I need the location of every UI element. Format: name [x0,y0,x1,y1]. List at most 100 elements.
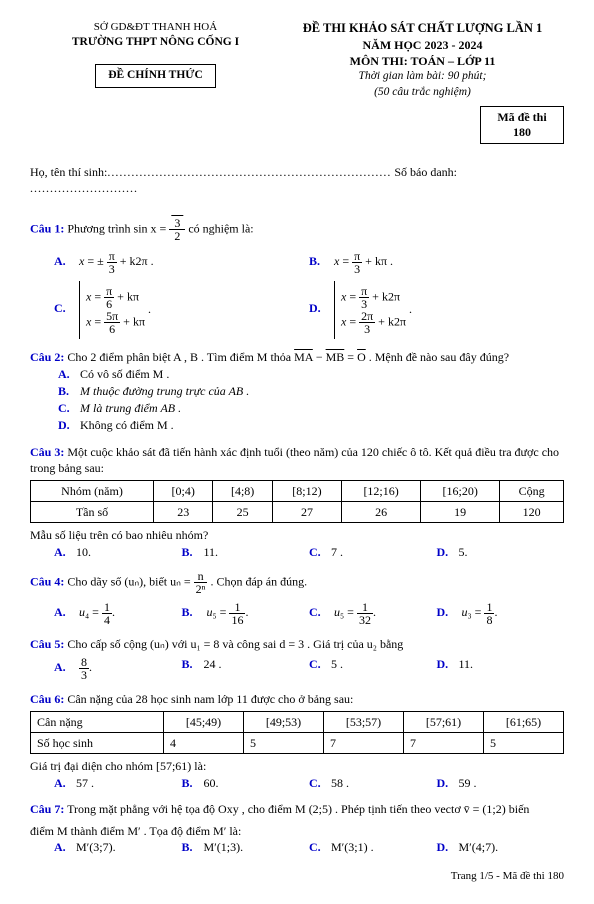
duration: Thời gian làm bài: 90 phút; [281,69,564,85]
q6-c3: [53;57) [324,712,404,733]
q4-text1: Cho dãy số (uₙ), biết uₙ = [67,574,193,588]
q5-text1: Cho cấp số cộng (uₙ) với u₁ = 8 và công … [67,637,403,651]
question-3: Câu 3: Một cuộc khảo sát đã tiến hành xá… [30,444,564,560]
q6-bt: 60. [204,776,219,790]
code-label: Mã đề thi [487,110,557,125]
q7-bt: M′(1;3). [204,840,244,854]
table-row: Nhóm (năm) [0;4) [4;8) [8;12) [12;16) [1… [31,480,564,501]
q5-a: A. [54,659,76,675]
q3-ct: 7 . [331,545,343,559]
q2-a: A. [58,366,80,382]
q6-c1: [45;49) [164,712,244,733]
q3-text1: Một cuộc khảo sát đã tiến hành xác định … [30,445,559,475]
q2-dt: Không có điểm M . [80,418,174,432]
q6-b: B. [182,775,204,791]
q4-text2: . Chọn đáp án đúng. [210,574,307,588]
q6-text1: Cân nặng của 28 học sinh nam lớp 11 được… [67,692,353,706]
q6-r2: Số học sinh [31,733,164,754]
q7-dt: M′(4;7). [459,840,499,854]
q3-v2: 25 [213,502,272,523]
q3-table: Nhóm (năm) [0;4) [4;8) [8;12) [12;16) [1… [30,480,564,523]
q7-b: B. [182,839,204,855]
header-left: SỞ GD&ĐT THANH HOÁ TRƯỜNG THPT NÔNG CỐNG… [30,20,281,144]
q3-r1: Nhóm (năm) [31,480,154,501]
q5-dt: 11. [459,657,474,671]
q2-vec: MA − MB = O [294,350,366,364]
q3-v4: 26 [342,502,421,523]
q3-at: 10. [76,545,91,559]
q7-at: M′(3;7). [76,840,116,854]
q2-c: C. [58,400,80,416]
q1-text: Phương trình sin x = [67,221,169,235]
q1-a: A. [54,253,76,269]
exam-title: ĐỀ THI KHẢO SÁT CHẤT LƯỢNG LẦN 1 [281,20,564,37]
q4-d: D. [437,604,459,620]
question-1: Câu 1: Phương trình sin x = 3 2 có nghiệ… [30,217,564,339]
q6-ct: 58 . [331,776,349,790]
q3-a: A. [54,544,76,560]
id-label: Số báo danh: [394,165,457,179]
question-2: Câu 2: Cho 2 điểm phân biệt A , B . Tìm … [30,349,564,434]
exam-subject: MÔN THI: TOÁN – LỚP 11 [281,53,564,69]
q4-a: A. [54,604,76,620]
q2-text1: Cho 2 điểm phân biệt A , B . Tìm điểm M … [67,350,294,364]
q4-a-expr: u₄ = 14. [79,605,115,619]
name-dots: ........................................… [107,165,391,179]
name-line: Họ, tên thí sinh:.......................… [30,164,564,196]
question-6: Câu 6: Cân nặng của 28 học sinh nam lớp … [30,691,564,791]
q3-v6: 120 [500,502,564,523]
q6-r1: Cân nặng [31,712,164,733]
q6-c: C. [309,775,331,791]
q5-d: D. [437,656,459,672]
q6-text2: Giá trị đại diện cho nhóm [57;61) là: [30,758,564,774]
q6-c2: [49;53) [244,712,324,733]
q6-a: A. [54,775,76,791]
header: SỞ GD&ĐT THANH HOÁ TRƯỜNG THPT NÔNG CỐNG… [30,20,564,144]
q1-text2: có nghiệm là: [188,221,253,235]
q1-b: B. [309,253,331,269]
q1-label: Câu 1: [30,221,64,235]
school-name: TRƯỜNG THPT NÔNG CỐNG I [30,35,281,51]
table-row: Cân nặng [45;49) [49;53) [53;57) [57;61)… [31,712,564,733]
q6-label: Câu 6: [30,692,64,706]
q6-v4: 7 [404,733,484,754]
q3-text2: Mẫu số liệu trên có bao nhiêu nhóm? [30,527,564,543]
q2-label: Câu 2: [30,350,64,364]
header-right: ĐỀ THI KHẢO SÁT CHẤT LƯỢNG LẦN 1 NĂM HỌC… [281,20,564,144]
q2-d: D. [58,417,80,433]
q1-d: D. [309,300,331,316]
q3-bt: 11. [204,545,219,559]
q1-d-expr: x = π3 + k2π x = 2π3 + k2π [334,281,406,339]
q6-v1: 4 [164,733,244,754]
q6-v2: 5 [244,733,324,754]
footer: Trang 1/5 - Mã đề thi 180 [30,869,564,884]
q4-b-expr: u₅ = 116. [207,605,249,619]
q3-c6: Cộng [500,480,564,501]
table-row: Tần số 23 25 27 26 19 120 [31,502,564,523]
q3-v5: 19 [421,502,500,523]
q2-bt: M thuộc đường trung trực của AB . [80,384,249,398]
q2-b: B. [58,383,80,399]
q7-ct: M′(3;1) . [331,840,374,854]
table-row: Số học sinh 4 5 7 7 5 [31,733,564,754]
code-value: 180 [487,125,557,140]
q4-label: Câu 4: [30,574,64,588]
q2-at: Có vô số điểm M . [80,367,169,381]
exam-code-box: Mã đề thi 180 [480,106,564,144]
q6-v3: 7 [324,733,404,754]
q1-b-expr: x = π3 + kπ . [334,254,393,268]
q5-bt: 24 . [204,657,222,671]
q3-d: D. [437,544,459,560]
q5-a-expr: 83. [79,660,92,674]
q3-c1: [0;4) [154,480,213,501]
q3-r2: Tần số [31,502,154,523]
q6-at: 57 . [76,776,94,790]
exam-year: NĂM HỌC 2023 - 2024 [281,37,564,53]
q6-v5: 5 [484,733,564,754]
q2-ct: M là trung điểm AB . [80,401,181,415]
q3-label: Câu 3: [30,445,64,459]
q3-c: C. [309,544,331,560]
q6-dt: 59 . [459,776,477,790]
q6-table: Cân nặng [45;49) [49;53) [53;57) [57;61)… [30,711,564,754]
q1-a-expr: x = ± π3 + k2π . [79,254,154,268]
